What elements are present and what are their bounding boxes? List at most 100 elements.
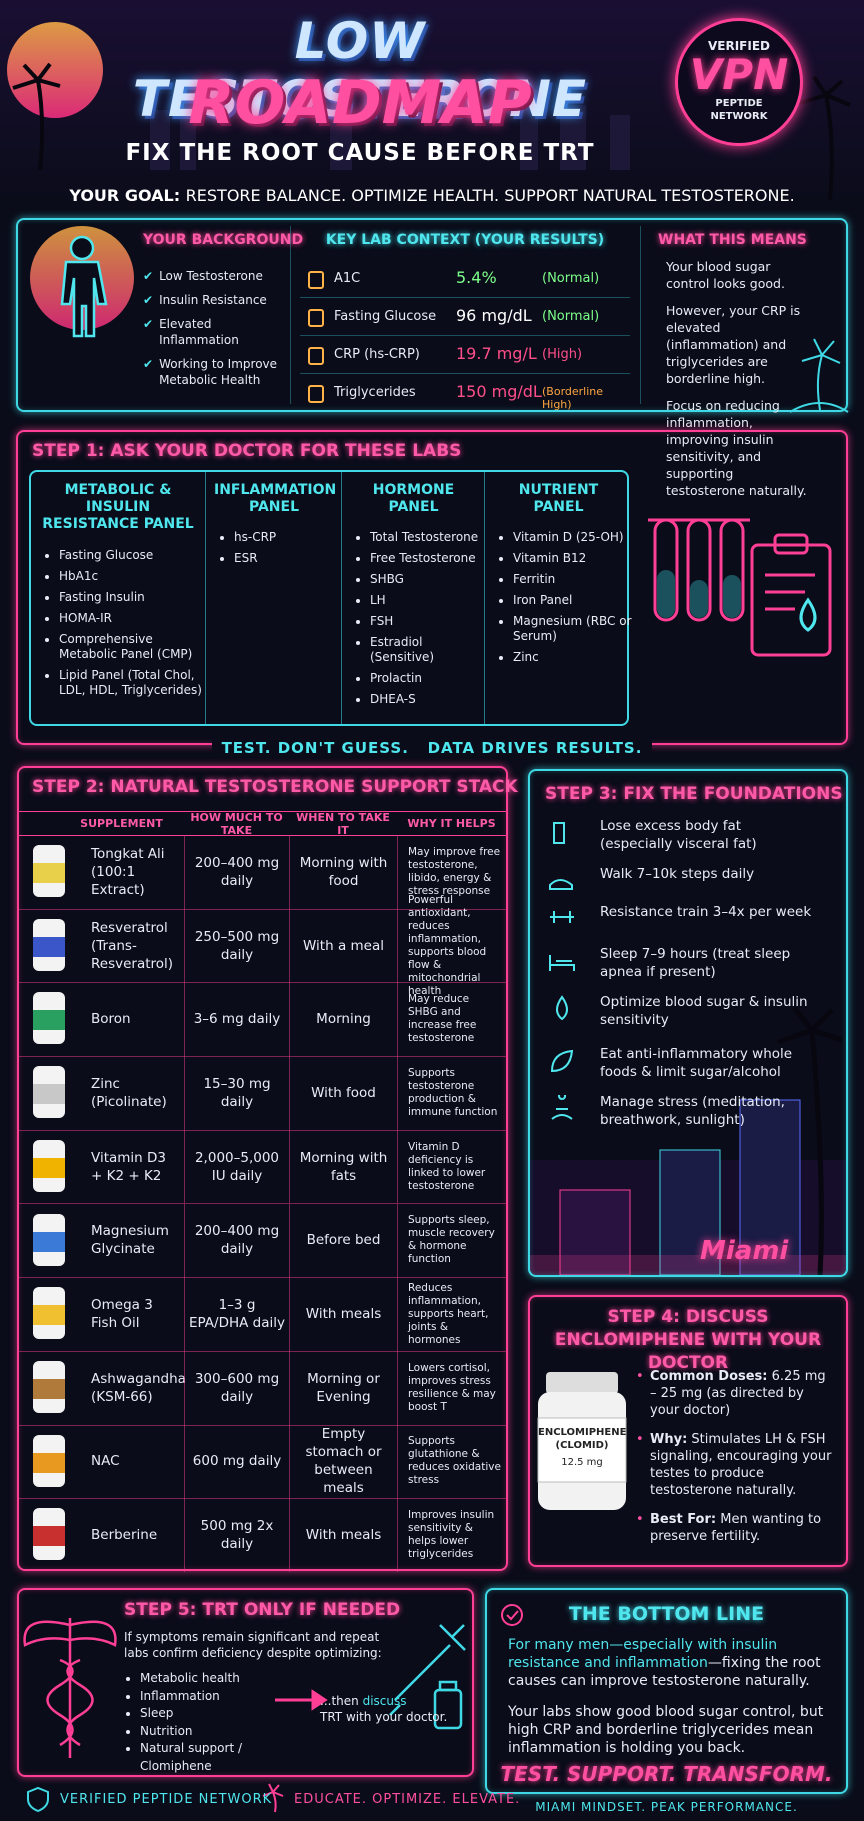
lab-value: 150 mg/dL — [456, 382, 542, 401]
step5-intro: If symptoms remain significant and repea… — [124, 1630, 382, 1660]
item-text: Elevated Inflammation — [159, 317, 239, 347]
then-suffix: TRT with your doctor. — [320, 1709, 448, 1724]
panel-item: Free Testosterone — [370, 551, 485, 566]
lab-status: (Borderline High) — [542, 385, 604, 411]
foundation-icon — [550, 911, 574, 923]
panel-item: DHEA-S — [370, 692, 485, 707]
foundation-item: Manage stress (meditation, breathwork, s… — [540, 1091, 840, 1135]
panel-list: Total Testosterone Free Testosterone SHBG L… — [342, 530, 485, 707]
bottle-label — [33, 1157, 65, 1178]
enclomiphene-item: • Best For: Men wanting to preserve ferti… — [636, 1511, 836, 1545]
badge-bottom: PEPTIDE NETWORK — [710, 98, 768, 122]
table-cell: Berberine — [91, 1527, 158, 1544]
goal: YOUR GOAL: RESTORE BALANCE. OPTIMIZE HEA… — [0, 186, 864, 205]
table-cell: 15–30 mg daily — [184, 1056, 289, 1130]
bottle-label — [33, 936, 65, 957]
panel-item: Iron Panel — [513, 593, 632, 608]
bottle-label — [33, 863, 65, 883]
trt-list: Metabolic healthInflammationSleepNutriti… — [124, 1670, 304, 1775]
panel-title: HORMONE PANEL — [372, 482, 455, 515]
column-header: SUPPLEMENT — [80, 817, 163, 830]
goal-text: RESTORE BALANCE. OPTIMIZE HEALTH. SUPPOR… — [185, 186, 795, 205]
table-cell: Zinc (Picolinate) — [91, 1075, 167, 1110]
then-prefix: ...then — [320, 1694, 359, 1708]
bottle-name: ENCLOMIPHENE (CLOMID) — [538, 1427, 627, 1451]
bottle-image — [33, 1287, 65, 1340]
tagline-part: DATA DRIVES RESULTS. — [427, 739, 643, 757]
trt-item: Metabolic health — [140, 1670, 304, 1688]
background-item: ✔ Low Testosterone — [143, 268, 293, 284]
check: ✔ — [143, 317, 154, 331]
subtitle: FIX THE ROOT CAUSE BEFORE TRT — [125, 140, 595, 166]
panel-item: Vitamin B12 — [513, 551, 632, 566]
table-cell: Ashwagandha (KSM-66) — [91, 1370, 186, 1405]
lab-icon — [308, 385, 324, 403]
enclomiphene-item: • Why: Stimulates LH & FSH signaling, enc… — [636, 1431, 836, 1499]
table-cell: With meals — [289, 1277, 397, 1351]
foundation-icon — [551, 1095, 573, 1120]
table-row: Boron 3–6 mg daily Morning May reduce SHBG … — [19, 982, 506, 1058]
meaning-text: Your blood sugar control looks good. Howe… — [666, 258, 816, 509]
bullet: • — [636, 1369, 644, 1384]
foundation-text: Optimize blood sugar & insulin sensitivi… — [600, 994, 808, 1028]
foundation-icon — [550, 1049, 574, 1073]
bottle-image — [33, 1508, 65, 1561]
column-header: HOW MUCH TO TAKE — [190, 810, 283, 837]
divider — [640, 226, 641, 404]
panel-item: Prolactin — [370, 671, 485, 686]
item-text: Working to Improve Metabolic Health — [159, 357, 278, 387]
panel-title: METABOLIC & INSULIN RESISTANCE PANEL — [42, 482, 194, 532]
foundation-item: Resistance train 3–4x per week — [540, 901, 840, 945]
panel-item: Comprehensive Metabolic Panel (CMP) — [59, 632, 205, 662]
bottom-line-p2: Your labs show good blood sugar control,… — [508, 1704, 824, 1757]
footer-right: EDUCATE. OPTIMIZE. ELEVATE. — [294, 1792, 521, 1807]
item-label: Common Doses: — [650, 1369, 768, 1384]
table-cell: Magnesium Glycinate — [91, 1223, 169, 1258]
foundation-text: Sleep 7–9 hours (treat sleep apnea if pr… — [600, 946, 791, 980]
step5-then: ...then discuss TRT with your doctor. — [320, 1694, 470, 1725]
bottle-label — [33, 1231, 65, 1252]
badge-top: VERIFIED — [707, 39, 770, 53]
bottle-label — [33, 1452, 65, 1473]
table-row: Berberine 500 mg 2x daily With meals Improv… — [19, 1498, 506, 1572]
trt-item: Natural support / Clomiphene — [140, 1740, 304, 1775]
labs-table: A1C 5.4% (Normal) Fasting Glucose 96 mg/dL (N… — [300, 260, 630, 411]
panel-item: FSH — [370, 614, 485, 629]
lab-row: A1C 5.4% (Normal) — [300, 260, 630, 298]
meaning-paragraph: Your blood sugar control looks good. — [666, 259, 785, 291]
table-cell: Morning with fats — [289, 1129, 397, 1204]
goal-label: YOUR GOAL: — [69, 186, 181, 205]
panel-item: Lipid Panel (Total Chol, LDL, HDL, Trigl… — [59, 668, 205, 698]
table-cell: 300–600 mg daily — [184, 1350, 289, 1425]
table-row: Ashwagandha (KSM-66) 300–600 mg daily Morn… — [19, 1350, 506, 1426]
divider — [290, 226, 291, 404]
bottle-image — [33, 1139, 65, 1192]
step4-panel — [528, 1295, 848, 1567]
lab-panel: INFLAMMATION PANEL hs-CRP ESR — [205, 472, 342, 724]
table-cell: Tongkat Ali (100:1 Extract) — [91, 845, 165, 898]
step2-panel: SUPPLEMENT HOW MUCH TO TAKE WHEN TO TAKE I… — [17, 766, 508, 1572]
p1-highlight: For many men—especially with insulin res… — [508, 1637, 778, 1672]
panel-list: Vitamin D (25-OH) Vitamin B12 Ferritin Iron… — [485, 530, 632, 665]
bottom-line-panel — [485, 1588, 848, 1794]
meaning-title: WHAT THIS MEANS — [658, 232, 807, 248]
table-cell: Boron — [91, 1011, 131, 1028]
foundation-text: Lose excess body fat (especially viscera… — [600, 818, 757, 852]
panel-item: HbA1c — [59, 569, 205, 584]
column-header: WHEN TO TAKE IT — [296, 810, 390, 837]
bottle-image — [33, 1066, 65, 1119]
bullet: • — [636, 1512, 644, 1527]
column-header: WHY IT HELPS — [407, 817, 496, 830]
bottle-image — [33, 992, 65, 1045]
table-cell: Vitamin D3 + K2 + K2 — [91, 1149, 166, 1184]
item-text: Stimulates LH & FSH signaling, encouragi… — [650, 1432, 832, 1498]
trt-item: Inflammation — [140, 1688, 304, 1706]
panel-list: hs-CRP ESR — [206, 530, 342, 566]
foundation-item: Optimize blood sugar & insulin sensitivi… — [540, 991, 840, 1035]
table-cell: Morning — [289, 982, 397, 1057]
lab-panel: HORMONE PANEL Total Testosterone Free Test… — [341, 472, 485, 724]
lab-panel: METABOLIC & INSULIN RESISTANCE PANEL Fast… — [31, 472, 205, 724]
panel-item: LH — [370, 593, 485, 608]
bottle-image — [33, 1360, 65, 1413]
panel-item: Ferritin — [513, 572, 632, 587]
